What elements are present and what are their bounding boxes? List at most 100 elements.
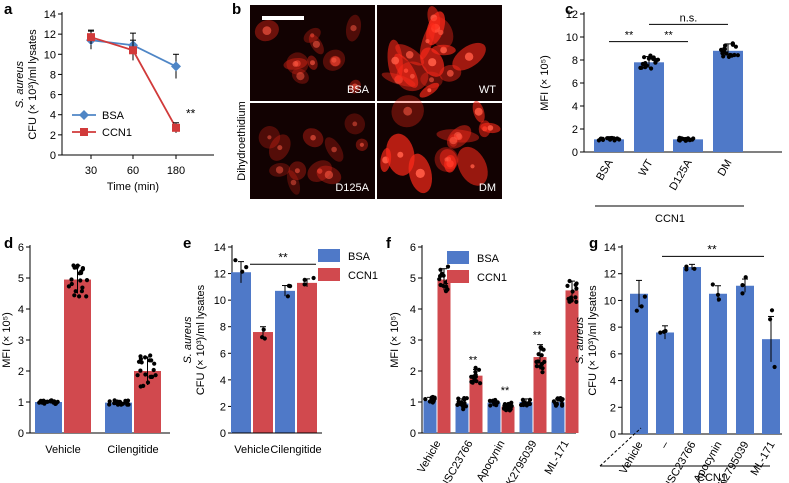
c-bracket-label: ** [625,30,634,42]
f-point [471,374,476,379]
f-significance: ** [533,330,542,342]
cell-nucleus [351,83,358,90]
e-point [311,275,316,281]
d-point [135,373,140,378]
micrograph-label: DM [479,182,496,194]
d-point [145,380,151,385]
f-point [574,299,579,304]
d-point [73,289,78,294]
g-y-label: S. aureusCFU (× 10³)/ml lysates [574,285,599,396]
f-point [488,403,493,408]
d-point [74,265,79,270]
f-bar-bsa [423,400,437,433]
f-point [423,397,428,402]
c-point [719,47,724,53]
d-y-tick-label: 4 [18,304,24,316]
c-y-tick-label: 12 [566,9,578,21]
e-y-tick-label: 4 [220,375,226,387]
cell-nucleus [438,29,444,36]
d-point [136,359,142,364]
cell-nucleus [391,56,400,65]
cell-nucleus [294,168,300,174]
c-point [611,136,617,141]
g-group-label: CCN1 [697,472,727,483]
f-point [501,406,507,411]
e-y-label: S. aureusCFU (× 10³)/ml lysates [182,284,207,395]
e-point [261,327,266,332]
f-point [437,277,442,282]
g-point [716,297,722,302]
f-point [553,401,558,406]
cell [286,170,301,195]
f-point [462,396,467,401]
f-point [445,264,451,269]
micrograph-tile-d125a: D125A [250,103,375,199]
cell-nucleus [324,170,334,180]
c-y-label: MFI (× 10⁵) [539,55,551,111]
c-point [690,137,695,142]
cell-nucleus [487,125,494,131]
f-point [519,402,524,408]
f-point [535,359,541,364]
f-point [438,282,443,288]
g-significance: ** [707,242,717,256]
c-point [651,55,656,60]
d-point [80,285,85,290]
cell-nucleus [292,61,299,67]
d-y-tick-label: 3 [18,335,24,347]
cell-nucleus [440,46,447,54]
g-y-tick-label: 12 [604,269,616,281]
d-point [152,361,157,366]
a-y-tick-label: 2 [50,130,56,142]
f-x-tick-label: NSC23766 [438,439,475,483]
a-legend-marker [80,128,88,136]
f-bar-bsa [455,403,469,433]
d-point [138,368,143,373]
g-vehicle-dashed-line [599,427,642,467]
f-x-tick-label: ML-171 [543,439,572,477]
d-point [125,402,130,407]
f-point [438,267,443,272]
panel-b-micrographs: Dihydroethidium BSA WT D125A DM [236,5,502,199]
f-point [508,407,513,412]
d-point [149,374,154,379]
e-legend-label-ccn1: CCN1 [348,270,378,282]
c-point [676,138,682,143]
f-bar-bsa [487,402,501,433]
micrograph-background [250,103,375,199]
d-y-tick-label: 2 [18,366,24,378]
panel-d-bar-chart: 0 1 2 3 4 5 6 MFI (× 10⁵) Vehicle Cilengitide [1,242,170,456]
c-x-tick-label: WT [637,157,656,178]
micrograph-tile-bsa: BSA [250,5,375,101]
cell-nucleus [405,51,414,59]
g-point [663,328,668,334]
c-x-tick-label: DM [716,158,735,179]
f-point [478,381,483,386]
c-point [642,55,647,60]
e-y-label-organism: S. aureus [182,316,194,364]
g-y-tick-label: 2 [610,402,616,414]
panel-label-e: e [183,235,191,252]
panel-label-b: b [232,1,241,18]
f-point [567,299,572,304]
g-point [684,264,689,269]
cell-nucleus [267,135,272,140]
g-point [692,266,697,271]
cell-nucleus [262,26,272,35]
e-point [240,269,245,274]
c-y-tick-label: 0 [572,147,578,159]
cell-nucleus [296,72,305,81]
c-point [722,49,727,55]
d-point [149,358,154,363]
d-point [120,401,126,406]
f-point [444,284,449,289]
d-point [79,289,84,294]
e-point [286,283,291,288]
micrograph-tile-dm: DM [377,95,502,199]
cell-nucleus [359,142,364,147]
cell [344,113,366,135]
f-x-tick-label: Vehicle [415,439,443,476]
f-legend-swatch-bsa [447,251,469,264]
panel-label-d: d [4,235,13,252]
cell-nucleus [449,136,458,145]
